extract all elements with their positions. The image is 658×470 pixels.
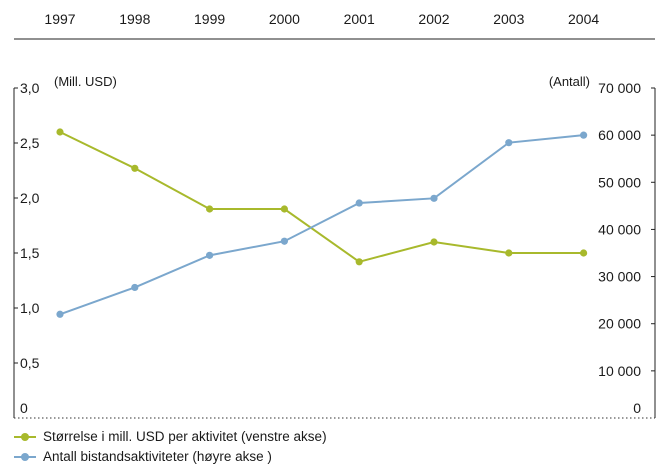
right-tick-label-5: 50 000 [598,174,641,190]
series-0-point-2001 [355,258,363,266]
series-1-point-2002 [430,194,438,202]
series-layer [56,128,588,318]
left-axis-unit: (Mill. USD) [54,74,117,89]
series-line-1 [59,134,584,316]
series-1-point-2003 [505,139,513,147]
x-tick-label-2003: 2003 [493,11,524,27]
series-1-point-2004 [580,131,588,139]
legend-item-size: Størrelse i mill. USD per aktivitet (ven… [14,427,327,447]
right-tick-label-7: 70 000 [598,80,641,96]
right-tick-label-0: 0 [633,400,641,416]
series-1-point-1998 [131,283,139,292]
series-0-point-2000 [280,205,288,213]
left-tick-label-4: 2,0 [20,190,40,206]
series-1-point-2000 [280,237,288,245]
left-tick-label-1: 0,5 [20,355,40,371]
series-0-point-1998 [131,164,139,172]
left-tick-label-6: 3,0 [20,80,40,96]
right-tick-label-1: 10 000 [598,363,641,379]
series-0-point-2003 [505,249,513,257]
right-axis-unit: (Antall) [549,74,590,89]
x-tick-label-2001: 2001 [344,11,375,27]
legend-item-count: Antall bistandsaktiviteter (høyre akse ) [14,447,327,467]
legend: Størrelse i mill. USD per aktivitet (ven… [14,427,327,467]
right-tick-label-3: 30 000 [598,269,641,285]
legend-swatch-size [14,431,36,443]
series-1-point-1997 [56,310,64,318]
right-tick-label-6: 60 000 [598,127,641,143]
right-axis-ticks: 0 10 000 20 000 30 000 40 000 50 000 60 000 70 … [598,80,655,416]
series-0-point-1997 [56,128,64,136]
x-tick-label-2004: 2004 [568,11,599,27]
left-axis-ticks: 0 0,5 1,0 1,5 2,0 2,5 3,0 [14,80,40,416]
x-tick-label-1998: 1998 [119,11,150,27]
top-x-tick-labels: 1997 1998 1999 2000 2001 2002 2003 2004 [44,11,599,27]
left-tick-label-2: 1,0 [20,300,40,316]
x-tick-label-1997: 1997 [44,11,75,27]
x-tick-label-2002: 2002 [418,11,449,27]
legend-label-count: Antall bistandsaktiviteter (høyre akse ) [43,449,272,464]
series-0-point-1999 [206,205,214,213]
x-tick-label-2000: 2000 [269,11,300,27]
right-tick-label-4: 40 000 [598,221,641,237]
legend-swatch-count [14,451,36,463]
series-0-point-2004 [580,249,588,257]
series-1-point-2001 [355,199,363,207]
left-tick-label-0: 0 [20,400,28,416]
series-line-0 [59,131,584,263]
left-tick-label-3: 1,5 [20,245,40,261]
left-tick-label-5: 2,5 [20,135,40,151]
x-tick-label-1999: 1999 [194,11,225,27]
right-tick-label-2: 20 000 [598,316,641,332]
series-1-point-1999 [206,251,214,259]
legend-label-size: Størrelse i mill. USD per aktivitet (ven… [43,429,327,444]
series-0-point-2002 [430,238,438,246]
